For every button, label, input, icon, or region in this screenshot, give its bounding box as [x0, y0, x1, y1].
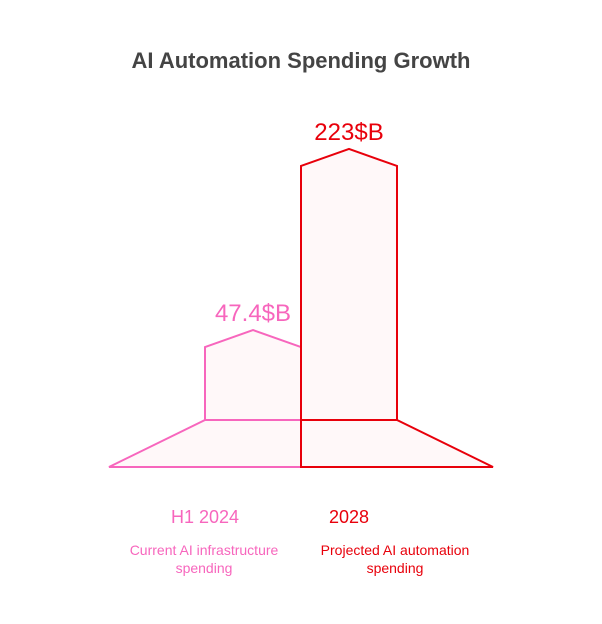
data-label-0: 47.4$B — [215, 300, 291, 327]
bar-base-1 — [300, 419, 494, 468]
category-description-h1-2024: Current AI infrastructure spending — [129, 542, 279, 576]
category-label-2028: 2028 — [328, 507, 370, 527]
category-label-h1-2024: H1 2024 — [170, 507, 240, 527]
bar-0 — [204, 328, 302, 421]
category-description-2028: Projected AI automation spending — [320, 542, 470, 576]
bar-1 — [300, 147, 398, 421]
data-label-1: 223$B — [314, 119, 383, 146]
chart-title: AI Automation Spending Growth — [131, 48, 471, 73]
bar-base-0 — [108, 419, 302, 468]
